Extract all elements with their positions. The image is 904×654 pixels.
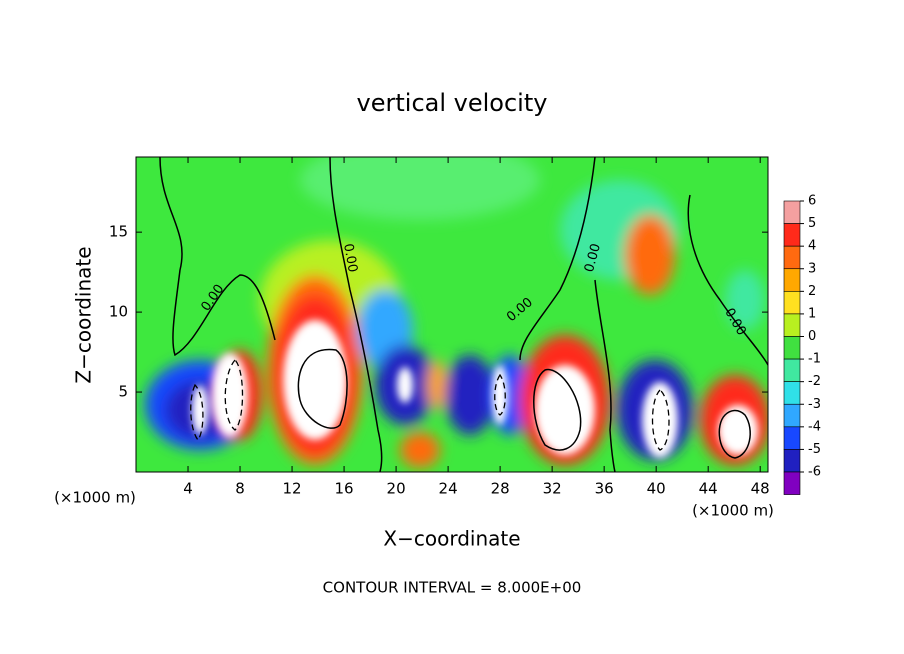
colorbar-label: -1 <box>808 352 821 367</box>
chart-title: vertical velocity <box>357 89 548 117</box>
colorbar-bin <box>783 313 801 337</box>
x-unit: (×1000 m) <box>54 489 136 507</box>
y-axis-label: Z−coordinate <box>72 246 96 383</box>
contour-label: 0.00 <box>340 242 360 273</box>
y-tick-label: 10 <box>109 303 128 321</box>
colorbar-label: -6 <box>808 465 821 480</box>
colorbar-label: 4 <box>808 239 816 254</box>
colorbar-label: -4 <box>808 419 821 434</box>
colorbar-label: 6 <box>808 194 816 209</box>
colorbar-bin <box>783 268 801 292</box>
x-tick-label: 48 <box>751 480 770 498</box>
colorbar-bin <box>783 403 801 428</box>
colorbar-bin <box>783 381 801 405</box>
colorbar-bin <box>783 336 801 360</box>
colorbar-label: 3 <box>808 261 816 276</box>
colorbar-label: -2 <box>808 374 821 389</box>
field <box>136 157 768 472</box>
x-tick-label: 12 <box>283 480 302 498</box>
x-tick-label: 4 <box>183 480 193 498</box>
colorbar-bin <box>783 426 801 450</box>
x-tick-label: 36 <box>595 480 614 498</box>
contour-label: 0.00 <box>582 242 604 274</box>
plot-frame <box>135 156 769 473</box>
colorbar-label: -3 <box>808 397 821 412</box>
colorbar-label: -5 <box>808 442 821 457</box>
colorbar-label: 2 <box>808 284 816 299</box>
x-tick-label: 20 <box>387 480 406 498</box>
x-tick-label: 16 <box>335 480 354 498</box>
colorbar-bin <box>783 358 801 382</box>
x-tick-label: 8 <box>235 480 245 498</box>
y-tick-label: 5 <box>118 383 128 401</box>
colorbar-bin <box>783 223 801 247</box>
colorbar-bin <box>783 200 801 224</box>
colorbar-bin <box>783 449 801 473</box>
colorbar-label: 1 <box>808 306 816 321</box>
colorbar-label: 5 <box>808 216 816 231</box>
x-unit: (×1000 m) <box>692 502 774 520</box>
x-tick-label: 40 <box>647 480 666 498</box>
x-axis-label: X−coordinate <box>383 527 520 551</box>
y-tick-label: 15 <box>109 223 128 241</box>
colorbar-bin <box>783 471 801 495</box>
footer: CONTOUR INTERVAL = 8.000E+00 <box>323 579 582 597</box>
x-tick-label: 44 <box>699 480 718 498</box>
x-tick-label: 28 <box>491 480 510 498</box>
x-tick-label: 24 <box>439 480 458 498</box>
colorbar-label: 0 <box>808 329 816 344</box>
x-tick-label: 32 <box>543 480 562 498</box>
colorbar-bin <box>783 291 801 315</box>
colorbar-bin <box>783 245 801 270</box>
